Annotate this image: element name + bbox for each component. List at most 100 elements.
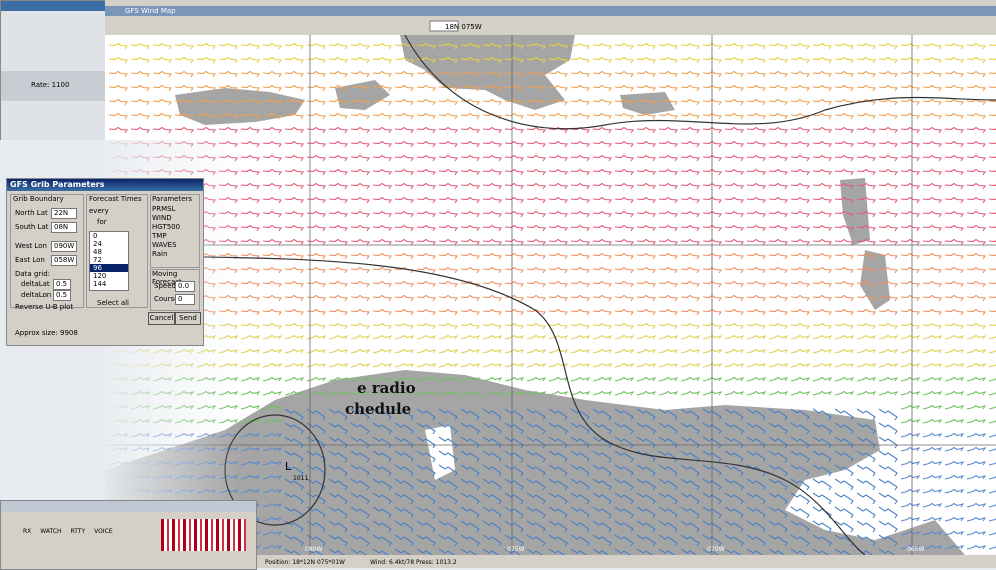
wind-barb [460, 362, 481, 368]
list-item[interactable]: 144 [93, 280, 107, 288]
checkbox[interactable]: WAVES [152, 241, 177, 249]
wind-barb [372, 506, 392, 519]
wind-barb [768, 280, 788, 288]
wind-barb [702, 408, 722, 421]
checkbox[interactable]: TMP [152, 232, 167, 240]
wind-barb [680, 182, 700, 190]
button[interactable]: Cancel [148, 312, 175, 325]
wind-barb [856, 252, 876, 260]
wind-barb [856, 534, 876, 547]
wind-barb [130, 112, 150, 120]
input[interactable]: 08N [51, 222, 77, 233]
input[interactable]: 090W [51, 241, 77, 252]
wind-barb [394, 154, 414, 162]
wind-barb [306, 294, 326, 302]
wind-barb [702, 224, 722, 232]
wind-barb [702, 280, 722, 288]
wind-barb [152, 56, 172, 64]
wind-barb [746, 98, 766, 106]
button[interactable]: VOICE [94, 528, 113, 535]
island [840, 178, 870, 245]
wind-barb [504, 534, 524, 547]
list-item[interactable]: 120 [93, 272, 107, 280]
wind-barb [988, 212, 996, 215]
wind-barb [768, 98, 788, 106]
list-item[interactable]: 0 [93, 232, 98, 240]
wind-barb [592, 266, 612, 274]
wind-barb [768, 252, 788, 260]
input[interactable]: 0.5 [53, 290, 71, 301]
list-item[interactable]: 48 [93, 248, 102, 256]
wind-barb [724, 506, 744, 519]
wind-barb [108, 84, 128, 92]
input[interactable]: 22N [51, 208, 77, 219]
wind-barb [900, 196, 920, 204]
toolbar[interactable] [105, 17, 996, 35]
input[interactable]: 0.0 [175, 281, 195, 292]
checkbox[interactable]: Reverse U-B plot [15, 303, 74, 311]
wind-barb [812, 224, 832, 232]
wind-barb [790, 294, 810, 302]
wind-barb [702, 42, 722, 50]
wind-barb [548, 464, 568, 477]
wind-barb [658, 308, 678, 316]
wind-barb [988, 142, 996, 145]
list-item[interactable]: 24 [93, 240, 102, 248]
button[interactable]: RTTY [70, 528, 86, 535]
wind-barb [988, 364, 996, 368]
wind-barb [438, 140, 458, 148]
wind-barb [988, 240, 996, 243]
wind-barb [614, 534, 634, 547]
wind-barb [284, 408, 304, 421]
wind-barb [306, 422, 326, 435]
checkbox[interactable]: PRMSL [152, 205, 176, 213]
wind-barb [328, 210, 348, 218]
button[interactable]: Send [175, 312, 201, 325]
wind-barb [658, 252, 678, 260]
checkbox[interactable]: WIND [152, 214, 172, 222]
wind-barb [548, 182, 568, 190]
list[interactable]: 0 24 48 72 96 120 144 [89, 231, 129, 291]
wind-barb [878, 140, 898, 148]
checkbox[interactable]: Select all [97, 299, 129, 307]
button[interactable]: RX [23, 528, 32, 535]
checkbox[interactable]: Rain [152, 250, 168, 258]
list-item[interactable]: 72 [93, 256, 102, 264]
checkbox[interactable]: HGT500 [152, 223, 181, 231]
wind-barb [856, 42, 876, 50]
wind-barb [702, 182, 722, 190]
list-item[interactable]: 96 [90, 264, 128, 272]
wind-barb [746, 390, 767, 396]
input[interactable]: 0 [175, 294, 195, 305]
wind-barb [394, 42, 414, 50]
wind-barb [680, 534, 700, 547]
wind-barb [636, 98, 656, 106]
wind-barb [196, 70, 216, 78]
wind-barb [790, 70, 810, 78]
wind-barb [768, 362, 789, 368]
wind-barb [482, 436, 502, 449]
wind-barb [922, 56, 942, 64]
wind-barb [944, 196, 964, 204]
wind-barb [636, 126, 656, 134]
wind-barb [878, 520, 898, 533]
wind-barb [768, 534, 788, 547]
wind-barb [658, 280, 678, 288]
wind-barb [548, 140, 568, 148]
wind-barb [328, 390, 349, 396]
wind-barb [834, 308, 854, 316]
input[interactable]: 0.5 [53, 279, 71, 290]
wind-barb [724, 280, 744, 288]
wind-barb [504, 42, 524, 50]
wind-barb [262, 140, 282, 148]
wind-barb [152, 84, 172, 92]
wind-barb [548, 390, 569, 396]
wind-barb [658, 266, 678, 274]
wind-barb [636, 84, 656, 92]
wind-barb [416, 308, 436, 316]
wind-barb [856, 450, 876, 463]
input[interactable]: 058W [51, 255, 77, 266]
zoom-field[interactable] [429, 20, 459, 32]
wind-barb [482, 280, 502, 288]
button[interactable]: WATCH [40, 528, 62, 535]
